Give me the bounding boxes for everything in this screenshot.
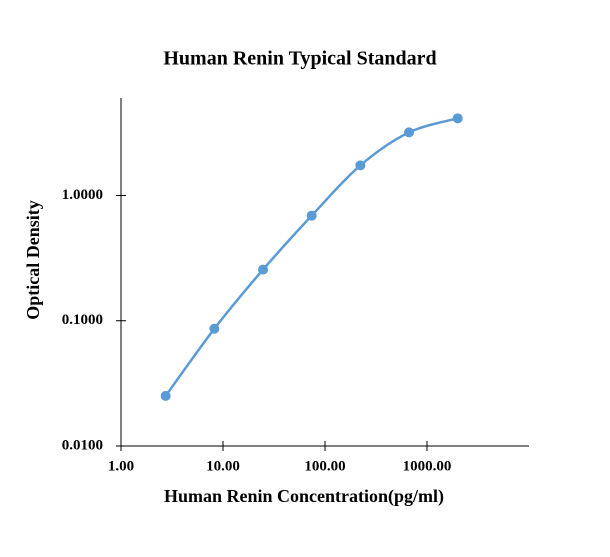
x-axis-label: Human Renin Concentration(pg/ml) (164, 486, 444, 507)
point (452, 113, 463, 124)
point (404, 127, 415, 138)
point (258, 264, 269, 275)
x-tick-label: 100.00 (304, 458, 345, 474)
y-tick-label: 0.0100 (62, 437, 103, 453)
point (306, 210, 317, 221)
x-tick-label: 1000.00 (403, 458, 452, 474)
point (209, 323, 220, 334)
fit-line (164, 117, 459, 397)
x-tick-label: 1.00 (108, 458, 134, 474)
y-tick-label: 1.0000 (62, 187, 103, 203)
chart-title: Human Renin Typical Standard (163, 48, 436, 70)
y-tick-label: 0.1000 (62, 312, 103, 328)
x-tick-label: 10.00 (206, 458, 240, 474)
point (355, 160, 366, 171)
y-axis-label: Optical Density (23, 200, 43, 320)
point (160, 390, 171, 401)
